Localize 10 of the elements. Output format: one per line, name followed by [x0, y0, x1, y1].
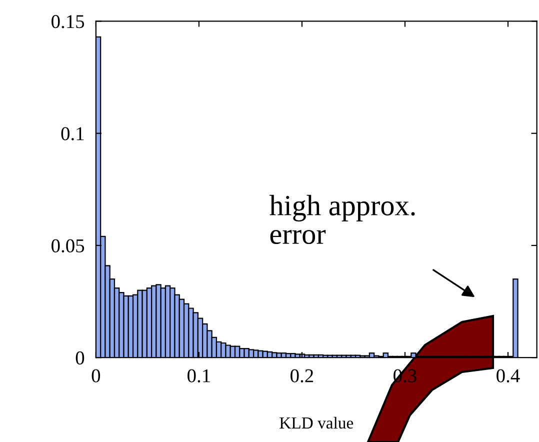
x-tick-label: 0.1 [188, 369, 210, 382]
y-tick-label: 0 [76, 351, 84, 365]
annotation: high approx. error [270, 194, 415, 244]
x-tick-label: 0.2 [290, 369, 314, 382]
y-tick-label: 0.1 [61, 127, 84, 140]
y-tick-label: 0.05 [52, 239, 84, 252]
x-tick-label: 0.4 [496, 369, 520, 382]
y-tick-label: 0.15 [52, 15, 84, 28]
x-tick-label: 0 [92, 369, 100, 382]
x-axis-title: KLD value [280, 416, 354, 429]
